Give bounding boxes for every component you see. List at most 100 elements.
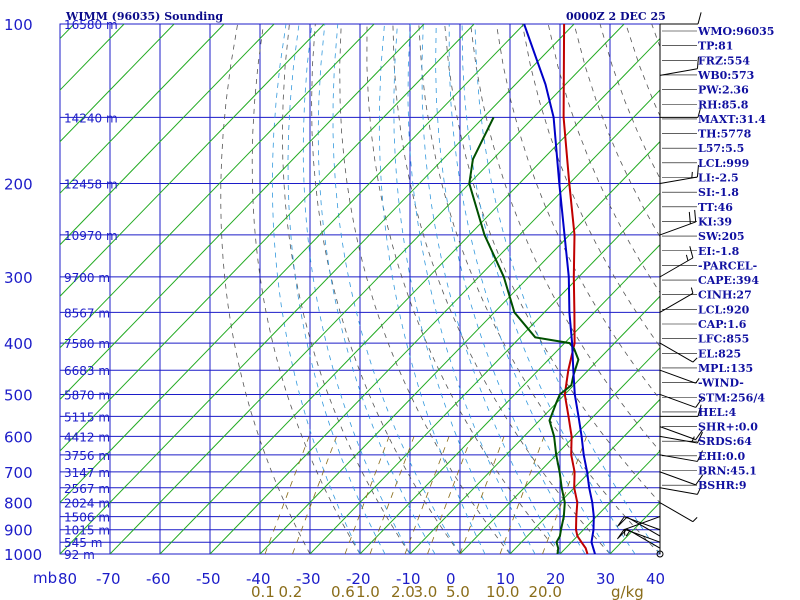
temperature-tick-label: 80 bbox=[58, 570, 77, 588]
index-entry: L57:5.5 bbox=[698, 142, 744, 155]
index-entry: SHR+:0.0 bbox=[698, 421, 758, 434]
wind-barb bbox=[624, 516, 661, 531]
dry-adiabat bbox=[521, 24, 660, 348]
wind-barb-flag bbox=[690, 287, 694, 294]
mixing-ratio-label: g/kg bbox=[611, 583, 644, 600]
pressure-tick-label: 600 bbox=[4, 428, 33, 446]
wind-barb-flag bbox=[688, 211, 691, 224]
height-label: 16580 m bbox=[64, 18, 118, 32]
wind-barb bbox=[659, 487, 698, 495]
dry-adiabat bbox=[281, 24, 411, 554]
height-label: 9700 m bbox=[64, 271, 110, 285]
temperature-tick-label: 0 bbox=[446, 570, 456, 588]
mixing-ratio-label: 2.0 bbox=[391, 583, 415, 600]
height-label: 1015 m bbox=[64, 524, 110, 538]
index-entry: CINH:27 bbox=[698, 289, 752, 302]
wind-barb-flag bbox=[697, 12, 702, 25]
height-label: 545 m bbox=[64, 536, 102, 550]
wind-barb bbox=[659, 393, 696, 408]
wind-barb-flag bbox=[625, 530, 631, 537]
temperature-tick-label: -20 bbox=[346, 570, 371, 588]
isotherm-line bbox=[60, 24, 225, 194]
wind-barb-flag bbox=[696, 56, 699, 69]
pressure-tick-label: 100 bbox=[4, 16, 33, 34]
isotherm-line bbox=[60, 24, 375, 349]
mixing-ratio-label: 1.0 bbox=[356, 583, 380, 600]
moist-adiabat bbox=[271, 24, 361, 554]
wind-barb-flag bbox=[623, 529, 626, 536]
pressure-tick-label: 700 bbox=[4, 464, 33, 482]
mixing-ratio-line bbox=[459, 436, 505, 554]
mixing-ratio-label: 0.2 bbox=[279, 583, 303, 600]
dry-adiabat bbox=[470, 24, 660, 452]
isotherm-line bbox=[60, 24, 475, 452]
wind-barb-flag bbox=[695, 474, 704, 486]
wind-barb-column bbox=[616, 12, 704, 558]
isotherm-line bbox=[109, 24, 625, 554]
isotherm-line bbox=[259, 140, 660, 554]
isotherm-line bbox=[459, 347, 660, 554]
wind-barb-flag bbox=[692, 357, 698, 363]
temperature-tick-label: 10 bbox=[496, 570, 515, 588]
index-entry: BRN:45.1 bbox=[698, 465, 757, 478]
pressure-temperature-grid bbox=[59, 23, 661, 555]
isotherm-line bbox=[359, 244, 660, 554]
mixing-ratio-lines bbox=[264, 436, 587, 554]
index-entry: EI:-1.8 bbox=[698, 245, 740, 258]
index-entry: TH:5778 bbox=[698, 128, 752, 141]
index-entry: MAXT:31.4 bbox=[698, 113, 766, 126]
wind-barb-flag bbox=[685, 254, 689, 261]
wind-barb-flag bbox=[694, 209, 697, 222]
height-label: 5870 m bbox=[64, 388, 110, 402]
wind-barb-flag bbox=[696, 450, 703, 462]
moist-adiabat bbox=[302, 24, 411, 554]
mixing-ratio-label: 0.1 bbox=[251, 583, 275, 600]
height-label: 10970 m bbox=[64, 229, 118, 243]
moist-adiabat bbox=[287, 24, 386, 554]
temperature-tick-label: -10 bbox=[396, 570, 421, 588]
wind-barb bbox=[659, 221, 696, 236]
moist-adiabat bbox=[474, 24, 660, 554]
index-entry: LCL:920 bbox=[698, 303, 750, 316]
wind-barb-flag bbox=[616, 528, 625, 540]
moist-adiabat bbox=[421, 24, 561, 554]
mixing-ratio-line bbox=[427, 436, 472, 554]
pressure-tick-label: 400 bbox=[4, 335, 33, 353]
datetime-title: 0000Z 2 DEC 25 bbox=[566, 10, 666, 23]
index-entry: HEL:4 bbox=[698, 406, 737, 419]
temperature-tick-label: 30 bbox=[596, 570, 615, 588]
station-title: WIMM (96035) Sounding bbox=[65, 10, 223, 23]
isotherm-line bbox=[559, 450, 660, 554]
wind-barb bbox=[659, 471, 696, 486]
index-entry: -WIND- bbox=[698, 377, 744, 390]
isotherm-line bbox=[509, 398, 660, 554]
mixing-ratio-line bbox=[344, 436, 390, 554]
parcel-profile bbox=[523, 24, 596, 554]
wind-barb-flag bbox=[696, 164, 699, 177]
wind-barb bbox=[659, 257, 694, 278]
mixing-ratio-label: 0.6 bbox=[331, 583, 355, 600]
index-entry: WB0:573 bbox=[697, 69, 754, 82]
moist-adiabat bbox=[393, 24, 511, 554]
wind-barb bbox=[659, 176, 698, 185]
temperature-tick-label: -50 bbox=[196, 570, 221, 588]
wind-barb-flag bbox=[697, 404, 702, 417]
height-label: 7580 m bbox=[64, 337, 110, 351]
wind-barb bbox=[659, 342, 694, 363]
wind-barb-flag bbox=[618, 528, 628, 539]
mixing-ratio-line bbox=[292, 436, 337, 554]
pressure-unit-label: mb bbox=[33, 569, 57, 587]
wind-barb-flag bbox=[696, 488, 701, 495]
index-entry: CAPE:394 bbox=[698, 274, 759, 287]
wind-barb-flag bbox=[618, 516, 628, 526]
index-entry: BSHR:9 bbox=[698, 479, 747, 492]
height-label: 2024 m bbox=[64, 497, 110, 511]
temperature-tick-label: -60 bbox=[146, 570, 171, 588]
mixing-ratio-label: 3.0 bbox=[414, 583, 438, 600]
moist-adiabat bbox=[378, 24, 486, 554]
wind-barb bbox=[659, 426, 696, 441]
isotherm-lines bbox=[60, 24, 660, 554]
dry-adiabat bbox=[573, 24, 660, 238]
